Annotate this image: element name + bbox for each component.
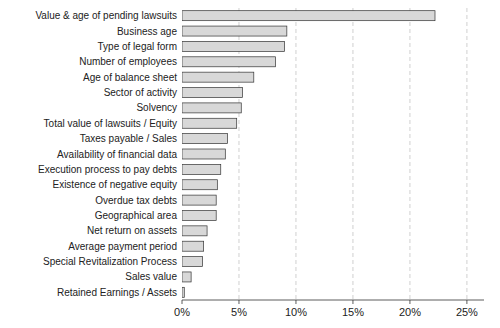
bar [182, 164, 221, 174]
x-axis: 0% 5% 10% 15% 20% 25% [174, 300, 484, 318]
tick-label: 20% [399, 306, 421, 318]
category-label: Net return on assets [87, 225, 177, 236]
category-label: Geographical area [95, 210, 178, 221]
grid-line [352, 8, 353, 300]
axis-line [182, 300, 484, 301]
category-label: Overdue tax debts [95, 195, 177, 206]
category-label: Average payment period [68, 241, 177, 252]
category-label: Type of legal form [98, 41, 177, 52]
tick [466, 300, 467, 304]
tick-label: 10% [285, 306, 307, 318]
category-label: Sales value [125, 271, 177, 282]
category-label: Existence of negative equity [52, 179, 177, 190]
tick [352, 300, 353, 304]
category-label: Business age [117, 26, 177, 37]
bar [182, 11, 435, 21]
bar [182, 26, 287, 36]
tick-label: 5% [231, 306, 247, 318]
grid-line [295, 8, 296, 300]
tick-label: 15% [342, 306, 364, 318]
tick-label: 25% [456, 306, 478, 318]
grid-line [409, 8, 410, 300]
bar [182, 134, 228, 144]
bar [182, 226, 207, 236]
bar [182, 210, 216, 220]
category-label: Special Revitalization Process [43, 256, 177, 267]
bar [182, 57, 275, 67]
category-label: Total value of lawsuits / Equity [44, 118, 177, 129]
bar [182, 88, 242, 98]
category-label: Value & age of pending lawsuits [35, 10, 177, 21]
category-label: Retained Earnings / Assets [57, 287, 177, 298]
grid [239, 8, 467, 300]
category-label: Number of employees [79, 56, 177, 67]
bar [182, 180, 217, 190]
bar [182, 287, 184, 297]
bar [182, 195, 216, 205]
category-label: Solvency [136, 102, 177, 113]
bar [182, 257, 203, 267]
bar [182, 272, 191, 282]
bar [182, 241, 204, 251]
tick [238, 300, 239, 304]
category-label: Taxes payable / Sales [80, 133, 177, 144]
tick-label: 0% [174, 306, 190, 318]
bar [182, 72, 254, 82]
grid-line [238, 8, 239, 300]
category-label: Age of balance sheet [83, 72, 177, 83]
category-label: Execution process to pay debts [38, 164, 177, 175]
bar [182, 103, 241, 113]
y-axis: Retained Earnings / Assets Sales value Spe… [35, 10, 177, 298]
bar [182, 41, 285, 51]
grid-line [466, 8, 467, 300]
tick [409, 300, 410, 304]
category-label: Sector of activity [104, 87, 177, 98]
bars [182, 11, 435, 298]
category-label: Availability of financial data [57, 149, 177, 160]
chart: Retained Earnings / Assets Sales value Spe… [0, 0, 500, 328]
bar [182, 118, 237, 128]
tick [182, 300, 183, 304]
bar [182, 149, 225, 159]
tick [295, 300, 296, 304]
